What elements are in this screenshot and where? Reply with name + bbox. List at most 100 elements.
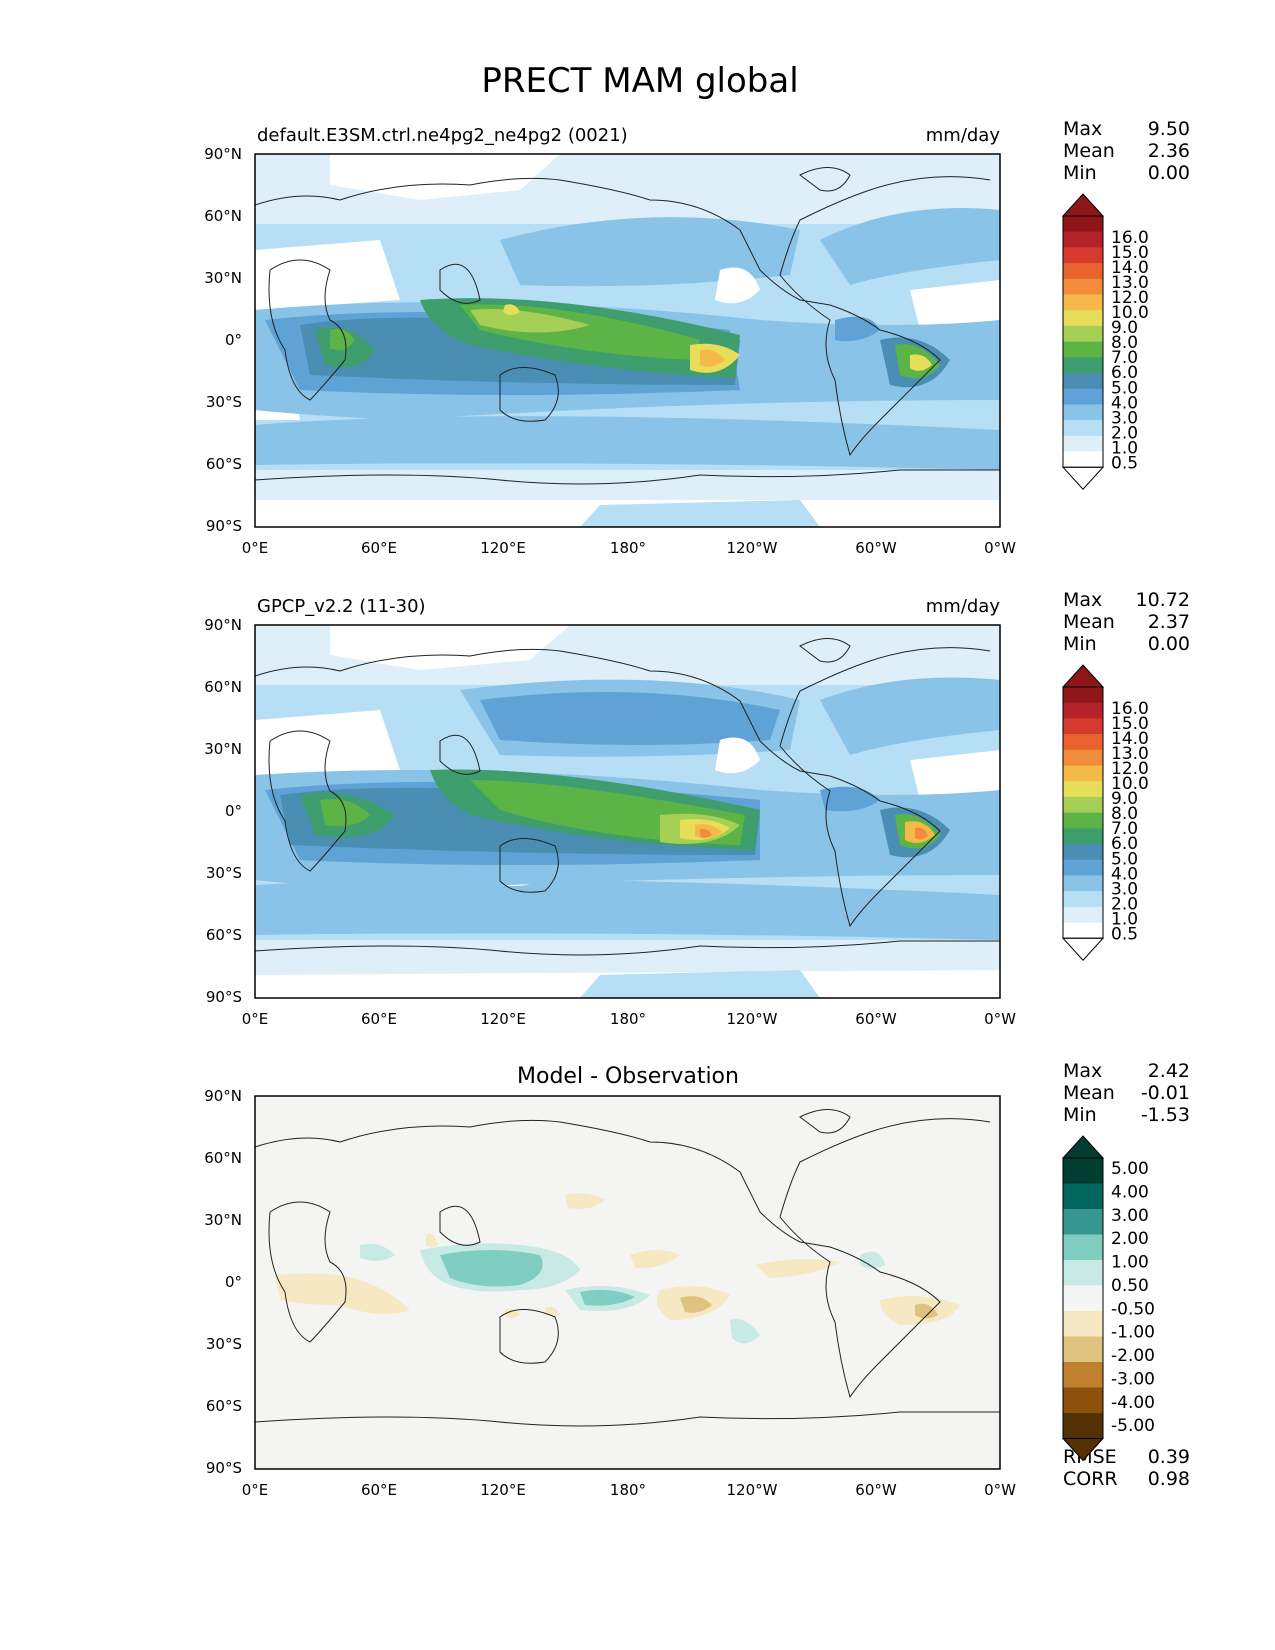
colorbar-tick-label: 4.0 (1111, 393, 1138, 413)
colorbar-obs: 16.015.014.013.012.010.09.08.07.06.05.04… (1061, 664, 1149, 961)
colorbar-tick-label: 6.0 (1111, 363, 1138, 383)
stat-value: 2.36 (1148, 140, 1190, 162)
colorbar-segment (1063, 420, 1103, 437)
colorbar-segment (1063, 1234, 1103, 1261)
colorbar-segment (1063, 263, 1103, 280)
colorbar-segment (1063, 1387, 1103, 1414)
lon-tick: 60°W (855, 539, 897, 557)
colorbar-segment (1063, 1413, 1103, 1439)
colorbar-tick-label: 5.0 (1111, 378, 1138, 398)
colorbar-tick-label: -5.00 (1111, 1416, 1155, 1436)
colorbar-segment (1063, 294, 1103, 311)
lon-tick: 60°E (361, 539, 397, 557)
colorbar-segment (1063, 765, 1103, 782)
colorbar-tick-label: 2.0 (1111, 423, 1138, 443)
lon-tick: 120°E (480, 539, 526, 557)
lat-tick: 60°S (206, 926, 242, 944)
stat-value: 0.00 (1148, 633, 1190, 655)
colorbar-extend-min (1061, 466, 1105, 490)
lon-tick: 180° (610, 539, 646, 557)
colorbar-tick-label: 0.5 (1111, 453, 1138, 473)
colorbar-segment (1063, 749, 1103, 766)
lon-tick: 60°W (855, 1010, 897, 1028)
colorbar-segment (1063, 891, 1103, 908)
colorbar-tick-label: 15.0 (1111, 243, 1149, 263)
colorbar-segment (1063, 1362, 1103, 1388)
figure-title: PRECT MAM global (481, 61, 798, 101)
colorbar-segment (1063, 922, 1103, 939)
colorbar-tick-label: 15.0 (1111, 714, 1149, 734)
colorbar-tick-label: 3.0 (1111, 408, 1138, 428)
colorbar-segment (1063, 859, 1103, 876)
panel-model: default.E3SM.ctrl.ne4pg2_ne4pg2 (0021) m… (254, 125, 1001, 528)
lat-tick: 90°N (204, 616, 242, 634)
footer-stats: RMSE 0.39 CORR 0.98 (1063, 1446, 1190, 1490)
stats-diff: Max 2.42 Mean -0.01 Min -1.53 (1063, 1060, 1190, 1126)
axis-labels: 90°N 60°N 30°N 0° 30°S 60°S 90°S 0°E 60°… (204, 145, 1016, 1499)
stat-label: Min (1063, 162, 1097, 184)
stat-value: -1.53 (1141, 1104, 1190, 1126)
colorbar-extend-min (1061, 937, 1105, 961)
colorbar-segment (1063, 435, 1103, 452)
coastlines-model (255, 167, 1000, 485)
lon-tick: 120°W (727, 539, 778, 557)
colorbar-tick-label: 6.0 (1111, 834, 1138, 854)
colorbar-tick-label: -4.00 (1111, 1393, 1155, 1413)
stat-value: -0.01 (1141, 1082, 1190, 1104)
stat-value: 10.72 (1136, 589, 1190, 611)
colorbar-segment (1063, 687, 1103, 703)
colorbar-segment (1063, 844, 1103, 860)
stat-label: Mean (1063, 611, 1115, 633)
stat-value: 0.00 (1148, 162, 1190, 184)
lat-tick: 90°N (204, 145, 242, 163)
lon-tick: 180° (610, 1010, 646, 1028)
colorbar-tick-label: 4.0 (1111, 864, 1138, 884)
colorbar-segment (1063, 1285, 1103, 1312)
colorbar-tick-label: 10.0 (1111, 303, 1149, 323)
colorbar-frame (1062, 1157, 1104, 1439)
lon-tick: 120°W (727, 1481, 778, 1499)
colorbar-segment (1063, 357, 1103, 374)
colorbar-segment (1063, 404, 1103, 421)
colorbar-segment (1063, 278, 1103, 295)
colorbar-segment (1063, 1336, 1103, 1363)
lon-tick: 0°W (984, 539, 1016, 557)
colorbar-tick-label: 5.00 (1111, 1159, 1149, 1179)
colorbar-tick-label: 0.50 (1111, 1276, 1149, 1296)
lat-tick: 90°S (206, 517, 242, 535)
colorbar-tick-label: 13.0 (1111, 744, 1149, 764)
colorbar-tick-label: 3.0 (1111, 879, 1138, 899)
stat-label: Max (1063, 1060, 1102, 1082)
lat-tick: 30°S (206, 1335, 242, 1353)
colorbar-tick-label: 5.0 (1111, 849, 1138, 869)
colorbar-segment (1063, 828, 1103, 845)
colorbar-tick-label: 14.0 (1111, 258, 1149, 278)
colorbar-frame (1062, 686, 1104, 939)
lon-tick: 60°E (361, 1010, 397, 1028)
colorbar-tick-label: 1.0 (1111, 909, 1138, 929)
lat-tick: 30°S (206, 393, 242, 411)
panel-obs-title: GPCP_v2.2 (11-30) (257, 596, 426, 617)
colorbar-segment (1063, 1183, 1103, 1210)
panel-obs-units: mm/day (926, 596, 1001, 617)
colorbar-segment (1063, 1311, 1103, 1337)
lat-tick: 60°S (206, 1397, 242, 1415)
lat-tick: 60°N (204, 1149, 242, 1167)
lon-tick: 0°W (984, 1010, 1016, 1028)
colorbar-tick-label: -3.00 (1111, 1369, 1155, 1389)
lat-tick: 60°N (204, 678, 242, 696)
lat-tick: 0° (225, 331, 242, 349)
colorbar-frame (1062, 215, 1104, 468)
colorbar-segment (1063, 216, 1103, 232)
lat-tick: 60°N (204, 207, 242, 225)
lon-tick: 120°E (480, 1010, 526, 1028)
stat-value: 9.50 (1148, 118, 1190, 140)
colorbar-tick-label: -1.00 (1111, 1323, 1155, 1343)
lat-tick: 60°S (206, 455, 242, 473)
lat-tick: 90°N (204, 1087, 242, 1105)
colorbar-tick-label: 12.0 (1111, 288, 1149, 308)
panel-diff-title: Model - Observation (517, 1064, 739, 1089)
stat-label: Mean (1063, 1082, 1115, 1104)
colorbar-segment (1063, 812, 1103, 829)
